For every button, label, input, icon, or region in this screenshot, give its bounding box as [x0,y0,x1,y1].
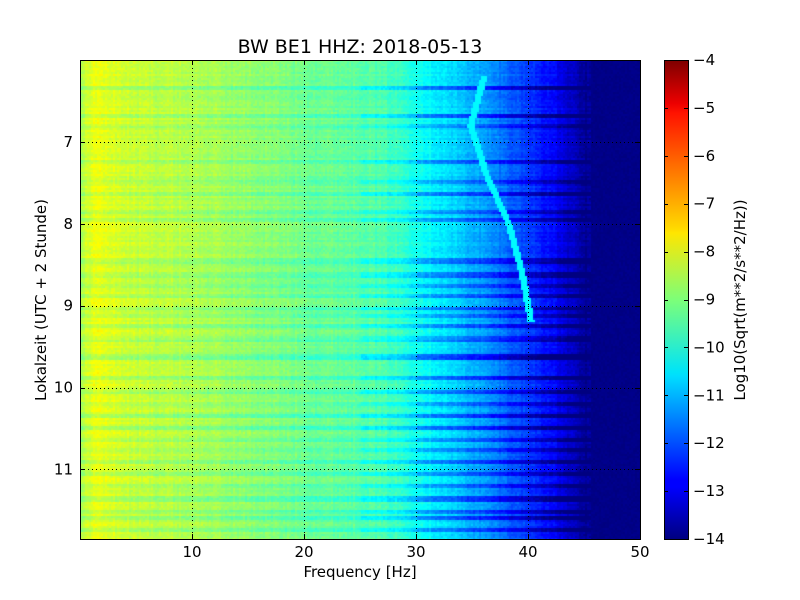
colorbar: −4 −5 −6 −7 −8 −9 −10 −11 −12 −13 −14 [664,51,725,548]
plot-frame [80,60,641,540]
y-tick-label: 7 [63,133,73,151]
x-tick-label: 20 [294,543,313,561]
grid-lines [80,60,640,539]
y-tick-label: 11 [54,460,73,478]
spectrogram-plot-area [80,60,641,540]
colorbar-tick-label: −9 [693,291,715,309]
x-tick-label: 50 [630,543,649,561]
colorbar-tick-labels: −4 −5 −6 −7 −8 −9 −10 −11 −12 −13 −14 [693,51,725,548]
colorbar-tick-label: −5 [693,99,715,117]
y-tick-label: 9 [63,297,73,315]
x-tick-labels: 10 20 30 40 50 [182,543,649,561]
chart-title: BW BE1 HHZ: 2018-05-13 [238,36,483,58]
colorbar-tick-label: −13 [693,482,725,500]
colorbar-tick-label: −11 [693,386,725,404]
colorbar-label: Log10(Sqrt(m**2/s**2/Hz)) [731,199,749,400]
x-tick-label: 30 [406,543,425,561]
colorbar-tick-label: −7 [693,195,715,213]
y-tick-label: 8 [63,215,73,233]
x-tick-label: 40 [518,543,537,561]
y-tick-labels: 7 8 9 10 11 [54,133,73,479]
x-axis-label: Frequency [Hz] [303,563,416,581]
colorbar-tick-label: −8 [693,243,715,261]
colorbar-ticks [664,60,688,540]
colorbar-tick-label: −4 [693,51,715,69]
spectrogram-heatmap [80,60,641,540]
colorbar-tick-label: −10 [693,338,725,356]
y-tick-label: 10 [54,379,73,397]
spectrogram-heatmap-container [80,60,641,540]
colorbar-tick-label: −12 [693,434,725,452]
colorbar-tick-label: −6 [693,147,715,165]
colorbar-tick-label: −14 [693,530,725,548]
y-axis-label: Lokalzeit (UTC + 2 Stunde) [32,199,50,401]
x-tick-label: 10 [182,543,201,561]
